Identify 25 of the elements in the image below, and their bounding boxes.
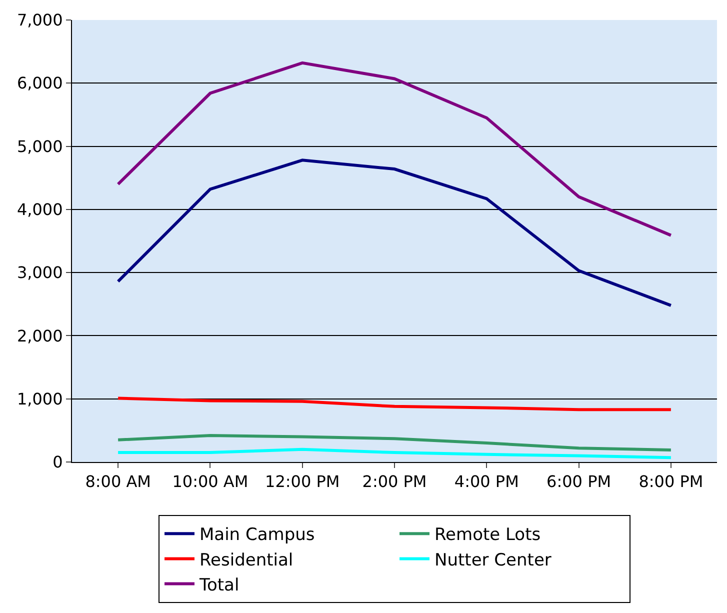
line-series: [116, 448, 672, 460]
line-series: [116, 434, 672, 452]
y-tick-label: 7,000: [16, 10, 63, 30]
y-tick-label: 6,000: [16, 74, 63, 93]
y-tick-label: 3,000: [16, 263, 63, 282]
x-tick-label: 12:00 PM: [265, 472, 340, 492]
x-tick-label: 8:00 AM: [85, 472, 151, 492]
legend-label: Total: [198, 575, 240, 596]
legend-label: Residential: [200, 550, 294, 570]
y-tick-label: 0: [52, 452, 63, 472]
line-series: [116, 158, 672, 307]
x-tick-label: 2:00 PM: [362, 472, 427, 492]
x-tick-label: 6:00 PM: [546, 472, 612, 492]
x-tick-label: 10:00 AM: [172, 472, 248, 492]
y-tick-label: 1,000: [16, 389, 63, 408]
legend-label: Main Campus: [200, 525, 315, 546]
x-tick-label: 4:00 PM: [454, 472, 519, 492]
legend-label: Nutter Center: [434, 550, 552, 570]
y-tick-label: 2,000: [16, 326, 63, 346]
legend-label: Remote Lots: [434, 525, 541, 546]
y-tick-label: 4,000: [16, 200, 63, 220]
line-series: [116, 61, 672, 237]
y-tick-label: 5,000: [16, 136, 63, 156]
x-tick-label: 8:00 PM: [638, 472, 704, 492]
line-series: [116, 396, 672, 412]
